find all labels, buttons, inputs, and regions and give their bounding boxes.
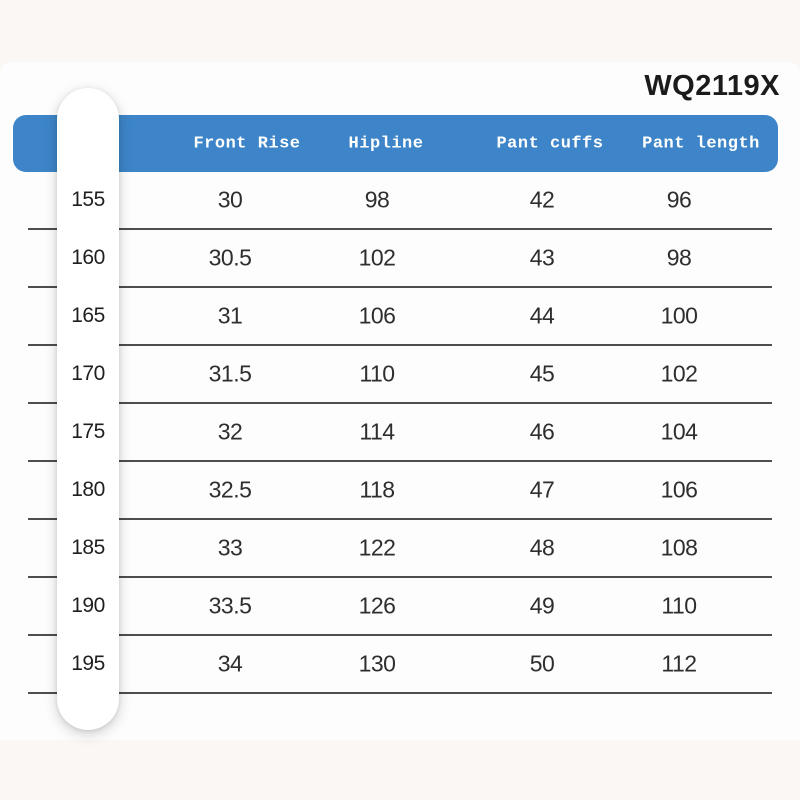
- pant-length-value: 98: [666, 244, 692, 271]
- table-row: 160 30.5 102 43 98: [28, 230, 772, 288]
- size-chart-card: [0, 62, 800, 740]
- front-rise-value: 30.5: [208, 244, 252, 271]
- column-header-front-rise: Front Rise: [193, 134, 301, 153]
- product-code: WQ2119X: [644, 70, 780, 102]
- hipline-value: 122: [358, 534, 396, 561]
- table-header-bar: Front Rise Hipline Pant cuffs Pant lengt…: [13, 115, 778, 172]
- hipline-value: 114: [359, 418, 395, 445]
- table-row: 170 31.5 110 45 102: [28, 346, 772, 404]
- row-height-label: 155: [71, 188, 105, 211]
- row-height-label: 195: [71, 652, 105, 675]
- hipline-value: 130: [358, 650, 396, 677]
- table-row: 180 32.5 118 47 106: [28, 462, 772, 520]
- pant-cuffs-value: 49: [529, 592, 555, 619]
- row-height-label: 180: [71, 478, 105, 501]
- front-rise-value: 30: [217, 186, 243, 213]
- front-rise-value: 31: [217, 302, 243, 329]
- hipline-value: 110: [359, 360, 395, 387]
- pant-length-value: 96: [666, 186, 692, 213]
- pant-cuffs-value: 48: [529, 534, 555, 561]
- row-height-label: 170: [71, 362, 105, 385]
- height-column-capsule: [57, 88, 119, 730]
- front-rise-value: 33.5: [208, 592, 252, 619]
- row-height-label: 165: [71, 304, 105, 327]
- hipline-value: 118: [359, 476, 395, 503]
- pant-length-value: 110: [661, 592, 697, 619]
- front-rise-value: 33: [217, 534, 243, 561]
- row-height-label: 160: [71, 246, 105, 269]
- row-height-label: 175: [71, 420, 105, 443]
- column-header-hipline: Hipline: [348, 134, 424, 153]
- hipline-value: 126: [358, 592, 396, 619]
- front-rise-value: 34: [217, 650, 243, 677]
- pant-cuffs-value: 43: [529, 244, 555, 271]
- pant-cuffs-value: 42: [529, 186, 555, 213]
- table-body: 155 30 98 42 96 160 30.5 102 43 98 165 3…: [28, 172, 772, 694]
- table-row: 165 31 106 44 100: [28, 288, 772, 346]
- column-header-pant-cuffs: Pant cuffs: [496, 134, 604, 153]
- row-height-label: 185: [71, 536, 105, 559]
- hipline-value: 106: [358, 302, 396, 329]
- column-header-pant-length: Pant length: [642, 134, 760, 153]
- hipline-value: 98: [364, 186, 390, 213]
- front-rise-value: 31.5: [208, 360, 252, 387]
- pant-cuffs-value: 47: [529, 476, 555, 503]
- pant-cuffs-value: 46: [529, 418, 555, 445]
- table-row: 185 33 122 48 108: [28, 520, 772, 578]
- table-row: 175 32 114 46 104: [28, 404, 772, 462]
- pant-length-value: 112: [661, 650, 697, 677]
- hipline-value: 102: [358, 244, 396, 271]
- front-rise-value: 32: [217, 418, 243, 445]
- pant-length-value: 102: [660, 360, 698, 387]
- table-row: 190 33.5 126 49 110: [28, 578, 772, 636]
- pant-length-value: 100: [660, 302, 698, 329]
- pant-length-value: 108: [660, 534, 698, 561]
- pant-length-value: 106: [660, 476, 698, 503]
- table-row: 155 30 98 42 96: [28, 172, 772, 230]
- table-row: 195 34 130 50 112: [28, 636, 772, 694]
- pant-cuffs-value: 44: [529, 302, 555, 329]
- pant-cuffs-value: 45: [529, 360, 555, 387]
- row-height-label: 190: [71, 594, 105, 617]
- front-rise-value: 32.5: [208, 476, 252, 503]
- pant-length-value: 104: [660, 418, 698, 445]
- pant-cuffs-value: 50: [529, 650, 555, 677]
